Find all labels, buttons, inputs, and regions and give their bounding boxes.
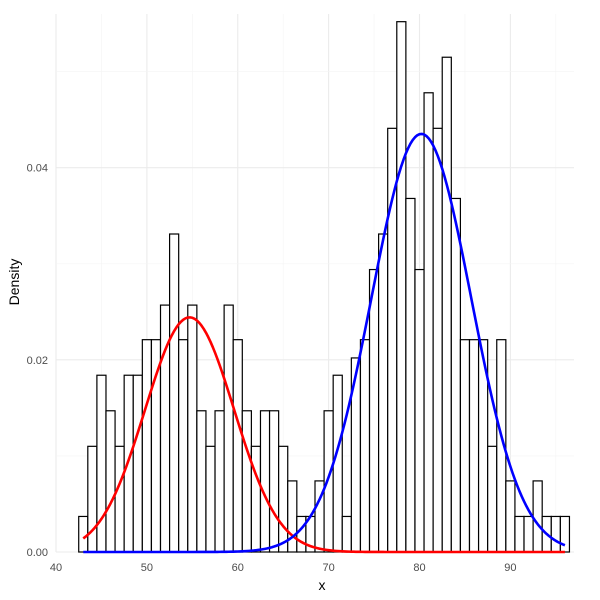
histogram-bar (114, 445, 125, 553)
histogram-bar (87, 445, 98, 553)
x-axis-title: x (319, 577, 326, 593)
histogram-bar (378, 233, 389, 553)
histogram-bar (559, 515, 571, 553)
histogram-bar (532, 480, 543, 553)
blue-density-curve (83, 132, 566, 554)
histogram-bar (78, 515, 89, 553)
histogram-bar (441, 56, 452, 553)
histogram-bar (323, 410, 334, 553)
histogram-bar (168, 233, 180, 553)
histogram-bar (423, 92, 434, 553)
histogram-bar (450, 197, 462, 553)
histogram-bar (468, 339, 480, 553)
histogram-bar (205, 445, 216, 553)
y-axis-ticks: 0.00 0.02 0.04 (27, 163, 48, 559)
histogram-bar (278, 445, 289, 553)
histogram-bar (405, 197, 416, 553)
histogram-bar (459, 339, 471, 553)
histogram-bar (132, 374, 143, 553)
histogram-bar (359, 339, 371, 553)
x-tick-label: 90 (504, 562, 516, 574)
y-tick-label: 0.04 (27, 163, 48, 175)
histogram-bar (523, 515, 534, 553)
histogram-bar (178, 339, 189, 553)
histogram-bar (368, 268, 380, 553)
histogram-bar (487, 445, 498, 553)
y-tick-label: 0.02 (27, 355, 48, 367)
histogram-bar (550, 515, 561, 553)
histogram-bar (187, 304, 198, 553)
histogram-bar (105, 410, 116, 553)
histogram-bar (223, 304, 234, 553)
histogram-bar (341, 515, 352, 553)
histogram-bar (141, 339, 153, 553)
histogram-bar (432, 127, 443, 553)
histogram-bar (268, 410, 280, 553)
histogram-bar (387, 127, 398, 553)
density-curves (82, 132, 566, 554)
histogram-bar (414, 268, 425, 553)
histogram-bar (214, 410, 225, 553)
histogram-bar (396, 21, 407, 553)
x-tick-label: 40 (50, 562, 62, 574)
histogram-bar (232, 339, 243, 553)
x-tick-label: 80 (413, 562, 425, 574)
histogram-bar (505, 480, 516, 553)
histogram-bar (514, 515, 525, 553)
histogram-bar (250, 445, 262, 553)
red-density-curve (82, 316, 565, 554)
x-tick-label: 70 (323, 562, 335, 574)
histogram-bar (259, 410, 271, 553)
histogram-bar (96, 374, 107, 553)
histogram-bar (287, 480, 298, 553)
x-tick-label: 50 (141, 562, 153, 574)
x-axis-ticks: 40 50 60 70 80 90 (50, 562, 517, 574)
y-axis-title: Density (6, 259, 22, 306)
histogram-bars (78, 21, 571, 553)
histogram-bar (241, 410, 252, 553)
histogram-bar (196, 410, 207, 553)
x-tick-label: 60 (232, 562, 244, 574)
histogram-bar (296, 515, 307, 553)
y-tick-label: 0.00 (27, 547, 48, 559)
